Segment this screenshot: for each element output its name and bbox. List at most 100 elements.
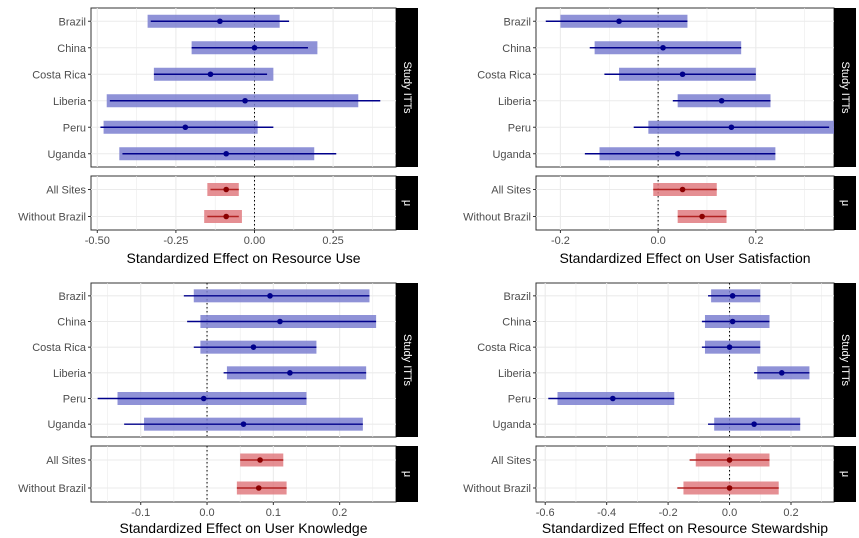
point-estimate — [240, 421, 247, 427]
facet-strip — [396, 283, 418, 437]
y-tick-label: Brazil — [58, 16, 86, 28]
y-tick-label: All Sites — [46, 185, 86, 197]
facet-strip — [834, 283, 856, 437]
estimate-row: Without Brazil — [463, 210, 727, 224]
x-axis-title: Standardized Effect on User Satisfaction — [559, 250, 810, 266]
estimate-row: Peru — [63, 392, 307, 406]
point-estimate — [726, 344, 733, 350]
y-tick-label: All Sites — [46, 455, 86, 467]
point-estimate — [242, 97, 248, 104]
point-estimate — [200, 395, 207, 402]
facet-strip — [396, 176, 418, 230]
estimate-row: Uganda — [492, 147, 776, 161]
y-tick-label: China — [502, 43, 532, 55]
point-estimate — [182, 124, 189, 131]
x-tick-label: 0.1 — [266, 507, 281, 519]
y-tick-label: China — [502, 317, 532, 329]
estimate-row: Costa Rica — [32, 340, 317, 354]
estimate-row: Costa Rica — [477, 67, 756, 81]
point-estimate — [267, 293, 273, 299]
facet-pooled: All Sites Without Brazil μ — [18, 445, 418, 503]
y-tick-label: Peru — [508, 394, 531, 406]
point-estimate — [729, 293, 736, 299]
y-tick-label: Brazil — [58, 291, 86, 303]
x-tick-label: 0.2 — [332, 507, 347, 519]
point-estimate — [674, 150, 681, 157]
x-tick-label: 0.0 — [199, 507, 214, 519]
estimate-row: Liberia — [498, 94, 771, 108]
y-tick-label: Uganda — [47, 149, 86, 161]
point-estimate — [250, 344, 257, 350]
point-estimate — [255, 485, 262, 491]
y-tick-label: Without Brazil — [463, 483, 531, 495]
estimate-row: Brazil — [58, 14, 290, 28]
facet-strip — [834, 446, 856, 502]
estimate-row: Uganda — [47, 147, 337, 161]
estimate-row: Liberia — [53, 366, 367, 380]
estimate-row: Without Brazil — [18, 481, 287, 495]
point-estimate — [610, 395, 616, 402]
chart-panel-2: Brazil China Costa Rica Liberia Peru Uganda St… — [18, 282, 418, 536]
point-estimate — [251, 44, 258, 51]
x-tick-label: -0.50 — [85, 235, 110, 247]
y-tick-label: Liberia — [53, 96, 87, 108]
point-estimate — [223, 213, 230, 220]
estimate-row: Brazil — [503, 14, 688, 28]
x-axis-title: Standardized Effect on User Knowledge — [119, 520, 367, 536]
point-estimate — [223, 150, 230, 157]
point-estimate — [728, 124, 735, 131]
panel-background — [535, 282, 835, 438]
point-estimate — [726, 485, 733, 491]
x-tick-label: -0.2 — [551, 235, 570, 247]
y-tick-label: Without Brazil — [18, 483, 86, 495]
facet-strip — [834, 176, 856, 230]
facet-strip-label: μ — [401, 200, 413, 206]
y-tick-label: China — [57, 43, 87, 55]
point-estimate — [679, 186, 686, 193]
y-tick-label: Liberia — [498, 368, 532, 380]
estimate-row: Costa Rica — [477, 340, 761, 354]
panel-background — [90, 175, 397, 231]
estimate-row: China — [57, 315, 377, 329]
facet-strip-label: μ — [839, 471, 851, 477]
y-tick-label: Uganda — [492, 149, 531, 161]
point-estimate — [729, 318, 736, 325]
point-estimate — [257, 457, 263, 463]
facet-pooled: All Sites Without Brazil μ — [463, 445, 856, 503]
x-tick-label: -0.25 — [163, 235, 188, 247]
x-axis-title: Standardized Effect on Resource Stewards… — [542, 520, 828, 536]
estimate-row: Uganda — [492, 417, 801, 431]
estimate-row: Without Brazil — [463, 481, 779, 495]
y-tick-label: Peru — [63, 122, 86, 134]
facet-strip-label: Study ITTs — [401, 62, 413, 114]
estimate-row: Peru — [63, 120, 274, 134]
estimate-row: Brazil — [503, 289, 761, 303]
x-tick-label: -0.2 — [659, 507, 678, 519]
point-estimate — [751, 421, 757, 427]
facet-strip — [396, 8, 418, 167]
facet-pooled: All Sites Without Brazil μ — [18, 175, 418, 231]
x-tick-label: 0.0 — [722, 507, 737, 519]
y-tick-label: Costa Rica — [477, 69, 532, 81]
x-tick-label: -0.1 — [131, 507, 150, 519]
point-estimate — [217, 18, 223, 25]
facet-study-itts: Brazil China Costa Rica Liberia Peru Uganda St… — [477, 7, 856, 168]
y-tick-label: Uganda — [47, 419, 86, 431]
estimate-row: Uganda — [47, 417, 363, 431]
y-tick-label: Without Brazil — [18, 212, 86, 224]
facet-pooled: All Sites Without Brazil μ — [463, 175, 856, 231]
facet-strip — [834, 8, 856, 167]
point-estimate — [679, 71, 686, 78]
y-tick-label: All Sites — [491, 455, 531, 467]
x-tick-label: 0.2 — [783, 507, 798, 519]
estimate-row: All Sites — [46, 453, 284, 467]
panel-background — [90, 282, 397, 438]
estimate-row: Peru — [508, 392, 675, 406]
point-estimate — [277, 318, 283, 325]
x-tick-label: 0.25 — [322, 235, 343, 247]
point-estimate — [778, 370, 785, 376]
point-estimate — [699, 213, 705, 220]
facet-strip-label: μ — [401, 471, 413, 477]
y-tick-label: Liberia — [498, 96, 532, 108]
facet-study-itts: Brazil China Costa Rica Liberia Peru Uganda St… — [477, 282, 856, 438]
